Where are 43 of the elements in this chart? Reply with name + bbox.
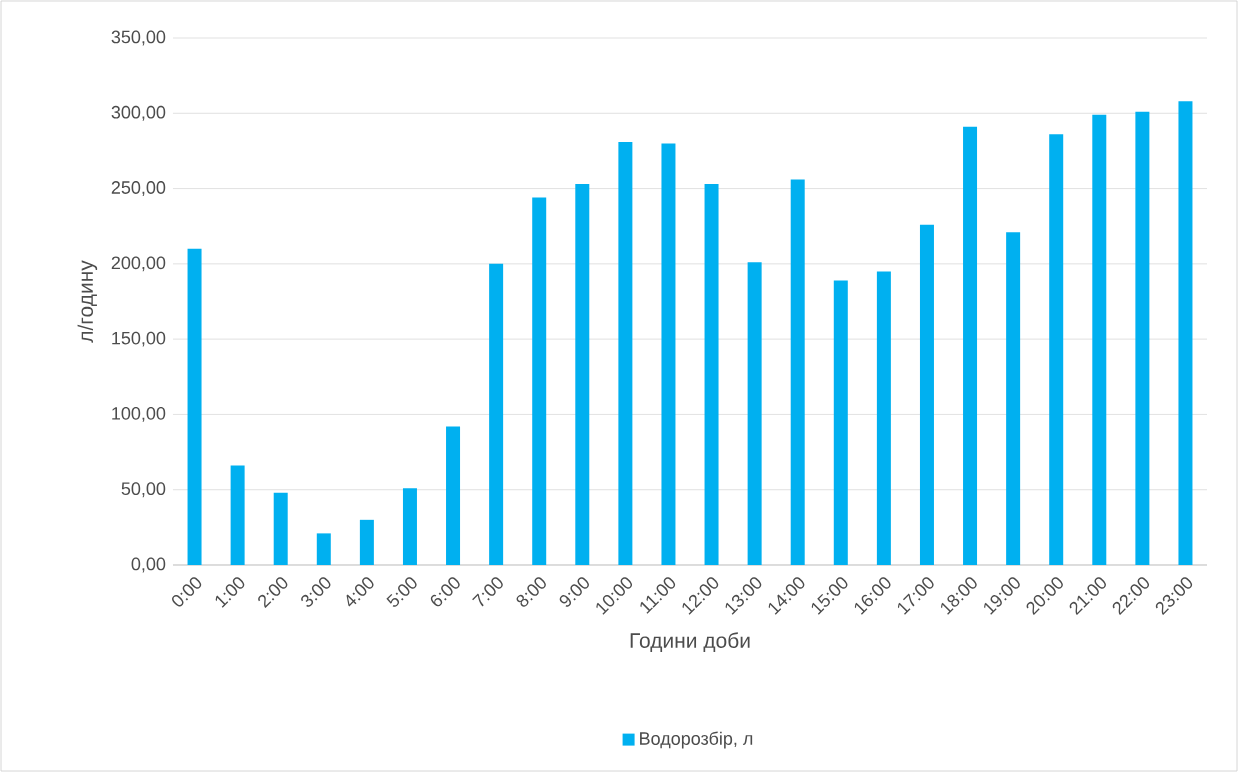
bar <box>1006 232 1021 565</box>
bar <box>833 280 848 565</box>
bar <box>963 126 978 565</box>
bar <box>790 179 805 565</box>
y-tick-label: 100,00 <box>112 406 166 422</box>
x-axis-title: Години доби <box>630 632 750 652</box>
bar <box>876 271 891 565</box>
x-tick-label: 9:00 <box>559 577 589 607</box>
y-tick-label: 0,00 <box>131 557 166 573</box>
y-tick-label: 250,00 <box>111 181 166 196</box>
bar <box>489 263 504 565</box>
bar <box>187 248 202 565</box>
x-tick-label: 0:00 <box>172 577 202 607</box>
bar <box>230 465 245 565</box>
y-tick-label: 50,00 <box>121 482 166 498</box>
bar <box>532 197 547 565</box>
x-tick-label: 3:00 <box>301 577 331 607</box>
bar <box>1178 101 1193 565</box>
y-tick-label: 350,00 <box>111 30 166 46</box>
x-tick-label: 8:00 <box>516 577 546 607</box>
bar <box>704 184 719 565</box>
y-tick-label: 150,00 <box>112 331 166 347</box>
x-tick-label: 5:00 <box>386 577 417 607</box>
bar <box>618 141 633 565</box>
y-tick-label: 200,00 <box>111 256 166 272</box>
x-tick-label: 4:00 <box>346 577 374 607</box>
bar <box>446 426 461 565</box>
bar <box>359 519 374 565</box>
legend-label: Водорозбір, л <box>640 731 753 749</box>
bar <box>747 262 762 565</box>
bar <box>273 492 288 565</box>
bar <box>919 224 934 565</box>
x-tick-label: 6:00 <box>430 577 460 607</box>
bar <box>1135 111 1150 565</box>
y-axis-title: л/годину <box>77 260 98 343</box>
bar <box>661 143 676 565</box>
bar <box>402 488 417 565</box>
bar <box>1092 114 1107 565</box>
bar <box>575 184 590 565</box>
x-tick-label: 7:00 <box>472 577 503 607</box>
y-tick-label: 300,00 <box>111 105 166 121</box>
bar <box>1049 134 1064 565</box>
bar <box>316 533 331 565</box>
